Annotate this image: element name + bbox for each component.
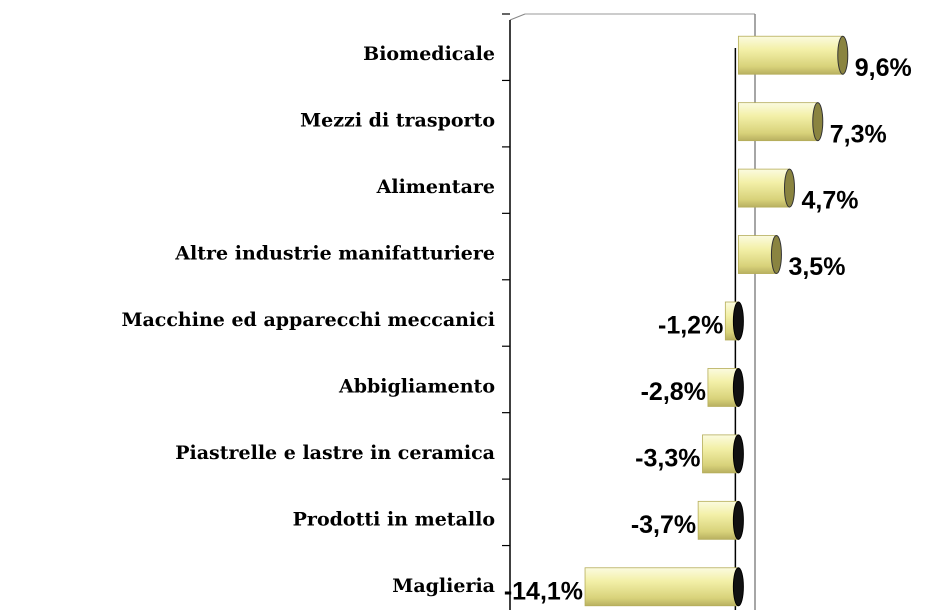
bar-cap xyxy=(837,35,849,75)
bar xyxy=(737,102,819,142)
bar-cap xyxy=(732,301,744,341)
value-label: 4,7% xyxy=(801,187,858,215)
bar-cap xyxy=(732,567,744,607)
y-tick-label: Mezzi di trasporto xyxy=(300,110,495,132)
bar xyxy=(584,567,739,607)
bar xyxy=(737,35,844,75)
bar-cap xyxy=(732,500,744,540)
value-label: 9,6% xyxy=(855,54,912,82)
value-label: -2,8% xyxy=(641,378,706,406)
value-label: -1,2% xyxy=(658,312,723,340)
y-tick-label: Macchine ed apparecchi meccanici xyxy=(121,309,495,331)
y-tick-label: Biomedicale xyxy=(363,43,495,65)
bar-cap xyxy=(770,235,782,275)
y-tick-label: Piastrelle e lastre in ceramica xyxy=(175,442,495,464)
y-tick-label: Abbigliamento xyxy=(338,375,495,397)
value-label: 7,3% xyxy=(830,120,887,148)
bar xyxy=(737,235,777,274)
value-label: 3,5% xyxy=(788,253,845,281)
value-label: -14,1% xyxy=(504,577,583,605)
y-tick-label: Alimentare xyxy=(376,176,495,198)
value-label: -3,3% xyxy=(635,444,700,472)
bar xyxy=(697,500,739,540)
bar-cap xyxy=(732,367,744,407)
y-tick-label: Altre industrie manifatturiere xyxy=(174,243,495,265)
y-tick-label: Maglieria xyxy=(392,575,495,597)
bar-cap xyxy=(732,434,744,474)
bar-cap xyxy=(812,102,824,142)
bar xyxy=(737,168,790,208)
bar-cap xyxy=(783,168,795,208)
value-label: -3,7% xyxy=(631,511,696,539)
y-tick-label: Prodotti in metallo xyxy=(293,508,495,530)
